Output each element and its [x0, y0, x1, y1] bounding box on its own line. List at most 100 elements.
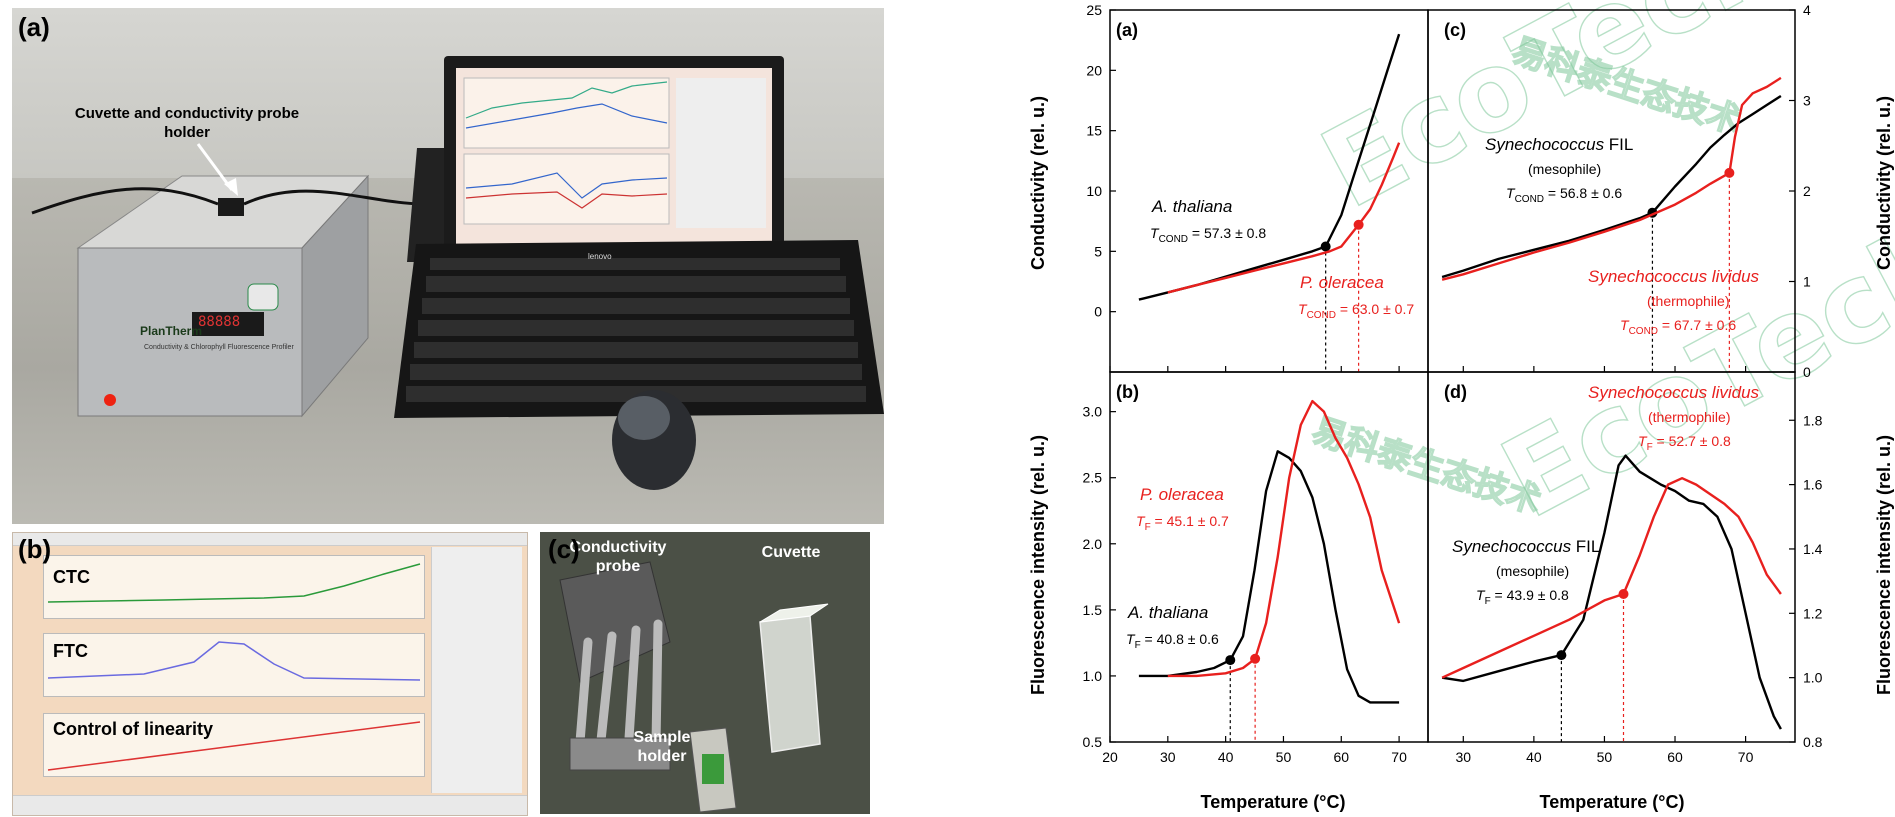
y-axis-title-fluorescence-right: Fluorescence intensity (rel. u.)	[1874, 435, 1894, 695]
chart-d-ytick-label-3: 1.4	[1803, 541, 1823, 557]
annotation-b-black-t: T	[1126, 631, 1136, 647]
annotation-d-red-name: Synechococcus lividus	[1588, 383, 1760, 402]
ftc-label: FTC	[53, 641, 88, 661]
chart-d-ytick-label-5: 1.8	[1803, 412, 1823, 428]
annotation-a-red-t: T	[1298, 301, 1308, 317]
annotation-c-red: Synechococcus lividus (thermophile) TCON…	[1588, 267, 1760, 337]
linearity-label: Control of linearity	[53, 719, 214, 739]
annotation-b-black-sub: F	[1135, 640, 1141, 651]
annotation-d-black-suffix: FIL	[1571, 537, 1600, 556]
ctc-plot	[43, 555, 425, 619]
annotation-b-black-name: A. thaliana	[1127, 603, 1208, 622]
annotation-c-red-t: T	[1620, 317, 1630, 333]
chart-b-series-1-marker	[1250, 653, 1261, 664]
probe-cuvette-illustration	[540, 532, 870, 814]
annotation-c-black-name: Synechococcus	[1485, 135, 1605, 154]
x-axis-title-left: Temperature (°C)	[1201, 792, 1346, 812]
device-display: 88888	[198, 314, 241, 330]
laptop-brand: lenovo	[588, 252, 612, 261]
annotation-c-black-type: (mesophile)	[1528, 161, 1601, 177]
annotation-c-black-val: = 56.8 ± 0.6	[1544, 185, 1622, 201]
chart-d-ytick-label-0: 0.8	[1803, 734, 1823, 750]
software-sidebar	[431, 547, 522, 793]
chart-c-ytick-label-2: 2	[1803, 183, 1811, 199]
device-brand: PlanTherm	[140, 324, 203, 338]
annotation-b-red-val: = 45.1 ± 0.7	[1151, 513, 1229, 529]
chart-d-frame	[1427, 371, 1796, 743]
chart-a-ytick-label-5: 25	[1086, 2, 1102, 18]
annotation-c-black-suffix: FIL	[1604, 135, 1633, 154]
chart-c-ytick-label-0: 0	[1803, 364, 1811, 380]
annotation-b-red: P. oleracea TF = 45.1 ± 0.7	[1136, 485, 1229, 533]
chart-d-ytick-label-2: 1.2	[1803, 605, 1823, 621]
chart-letter-d: (d)	[1444, 382, 1467, 402]
panel-b-letter: (b)	[18, 534, 52, 564]
chart-c-series-0-line	[1441, 94, 1782, 279]
annotation-d-red-val: = 52.7 ± 0.8	[1653, 433, 1731, 449]
chart-d-xtick-label-4: 70	[1738, 749, 1754, 765]
ctc-label: CTC	[53, 567, 90, 587]
cuvette-label: Cuvette	[761, 544, 821, 561]
chart-a-ytick-label-2: 10	[1086, 183, 1102, 199]
annotation-d-red-type: (thermophile)	[1648, 409, 1730, 425]
device-subtitle: Conductivity & Chlorophyll Fluorescence …	[144, 344, 294, 351]
annotation-a-black-sub: COND	[1159, 234, 1188, 245]
chart-d-xtick-label-0: 30	[1455, 749, 1471, 765]
chart-c-ytick-label-3: 3	[1803, 93, 1811, 109]
software-status-bar	[13, 795, 527, 815]
chart-d-xtick-label-1: 40	[1526, 749, 1542, 765]
annotation-c-black: Synechococcus FIL (mesophile) TCOND = 56…	[1485, 135, 1633, 205]
chart-b-ytick-label-5: 3.0	[1083, 404, 1103, 420]
software-panel-b: CTC FTC Control of linearity	[12, 532, 528, 816]
annotation-a-red-sub: COND	[1307, 310, 1336, 321]
chart-b-series-1-line	[1167, 399, 1401, 678]
chart-b-xtick-label-4: 60	[1333, 749, 1349, 765]
annotation-d-black: Synechococcus FIL (mesophile) TF = 43.9 …	[1452, 537, 1600, 607]
annotation-a-red-name: P. oleracea	[1300, 273, 1384, 292]
callout-cuvette-holder: Cuvette and conductivity probe holder	[74, 105, 300, 141]
chart-letter-c: (c)	[1444, 20, 1466, 40]
annotation-d-black-type: (mesophile)	[1496, 563, 1569, 579]
chart-d-xtick-label-3: 60	[1667, 749, 1683, 765]
annotation-d-red-t: T	[1638, 433, 1648, 449]
chart-d-ytick-label-4: 1.6	[1803, 477, 1823, 493]
annotation-c-black-sub: COND	[1515, 194, 1544, 205]
chart-b-xtick-label-3: 50	[1276, 749, 1292, 765]
software-title-bar	[13, 533, 527, 546]
instrument-illustration	[31, 56, 884, 490]
chart-b-xtick-label-5: 70	[1391, 749, 1407, 765]
chart-b-xtick-label-0: 20	[1102, 749, 1118, 765]
annotation-a-red-value: TCOND = 63.0 ± 0.7	[1298, 301, 1414, 321]
chart-d-ytick-label-1: 1.0	[1803, 670, 1823, 686]
chart-d-series-0-marker	[1556, 650, 1567, 661]
annotation-b-red-value: TF = 45.1 ± 0.7	[1136, 513, 1229, 533]
chart-c-series-1-marker	[1724, 167, 1735, 178]
photo-panel-a: Cuvette and conductivity probe holder Pl…	[12, 8, 884, 524]
chart-a-ytick-label-4: 20	[1086, 62, 1102, 78]
annotation-b-red-name: P. oleracea	[1140, 485, 1224, 504]
annotation-c-red-name: Synechococcus lividus	[1588, 267, 1760, 286]
annotation-d-red-value: TF = 52.7 ± 0.8	[1638, 433, 1731, 453]
y-axis-title-fluorescence-left: Fluorescence intensity (rel. u.)	[1028, 435, 1048, 695]
annotation-a-red-val: = 63.0 ± 0.7	[1336, 301, 1414, 317]
chart-a-ytick-label-0: 0	[1094, 304, 1102, 320]
chart-d-xtick-label-2: 50	[1597, 749, 1613, 765]
annotation-d-red: Synechococcus lividus (thermophile) TF =…	[1588, 383, 1760, 453]
chart-a-series-0-marker	[1320, 241, 1331, 252]
annotation-c-black-t: T	[1506, 185, 1516, 201]
linearity-plot	[43, 713, 425, 777]
callout-arrow	[196, 143, 238, 196]
annotation-a-black-value: TCOND = 57.3 ± 0.8	[1150, 225, 1266, 245]
panel-c-letter: (c)	[548, 534, 580, 564]
annotation-d-black-t: T	[1476, 587, 1486, 603]
ftc-plot	[43, 633, 425, 697]
chart-d-series-1-line	[1441, 477, 1782, 679]
annotation-a-black-t: T	[1150, 225, 1160, 241]
y-axis-title-conductivity-right: Conductivity (rel. u.)	[1874, 96, 1894, 270]
chart-b-xtick-label-1: 30	[1160, 749, 1176, 765]
chart-b-ytick-label-1: 1.0	[1083, 668, 1103, 684]
annotation-a-red: P. oleracea TCOND = 63.0 ± 0.7	[1298, 273, 1414, 321]
annotation-d-black-name: Synechococcus	[1452, 537, 1572, 556]
annotation-d-red-sub: F	[1647, 442, 1653, 453]
annotation-d-black-sub: F	[1485, 596, 1491, 607]
